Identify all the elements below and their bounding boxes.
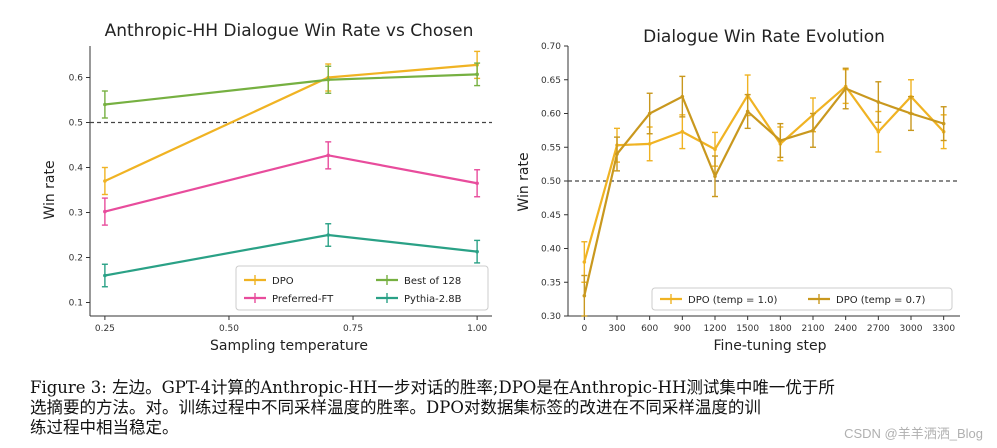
right-data-point — [582, 293, 587, 298]
left-data-point — [103, 179, 107, 183]
legend-label: Pythia-2.8B — [404, 294, 462, 305]
right-data-point — [615, 152, 619, 156]
right-chart-title: Dialogue Win Rate Evolution — [643, 27, 885, 47]
left-data-point — [103, 273, 107, 278]
left-data-point — [326, 233, 331, 237]
caption-line-3: 练过程中相当稳定。 — [30, 418, 179, 437]
right-y-tick-label: 0.30 — [541, 312, 561, 322]
figure: Anthropic-HH Dialogue Win Rate vs Chosen… — [42, 21, 960, 354]
left-y-tick-label: 0.2 — [69, 254, 83, 264]
left-series-line — [104, 73, 478, 106]
left-chart-legend: DPO Best of 128 Preferred-FT Pythia-2.8B — [235, 265, 489, 311]
left-y-tick-label: 0.3 — [69, 209, 83, 219]
right-x-tick-label: 2400 — [834, 324, 857, 334]
right-x-tick-label: 3300 — [932, 324, 955, 334]
right-data-point — [909, 111, 913, 116]
left-data-point — [475, 72, 479, 77]
right-data-point — [647, 111, 652, 116]
right-data-point — [778, 138, 783, 143]
right-x-tick-label: 1800 — [769, 324, 792, 334]
right-x-tick-label: 600 — [641, 324, 658, 334]
right-x-tick-label: 900 — [674, 324, 691, 334]
left-data-point — [103, 209, 107, 214]
right-x-tick-label: 1200 — [704, 324, 727, 334]
right-data-point — [941, 121, 946, 126]
right-chart-legend: DPO (temp = 1.0) DPO (temp = 0.7) — [651, 287, 953, 311]
right-chart: Dialogue Win Rate Evolution Win rate Fin… — [516, 27, 960, 354]
left-y-tick-label: 0.6 — [69, 74, 84, 84]
right-y-tick-label: 0.40 — [541, 245, 561, 255]
right-y-tick-label: 0.35 — [541, 278, 561, 288]
legend-label: Preferred-FT — [272, 294, 334, 305]
right-data-point — [745, 109, 750, 114]
left-series-line — [104, 154, 478, 213]
watermark: CSDN @羊羊洒洒_Blog — [844, 426, 983, 441]
right-series-line — [583, 84, 945, 263]
right-data-point — [843, 86, 848, 91]
right-x-tick-label: 0 — [581, 324, 587, 334]
right-data-point — [680, 94, 685, 99]
legend-box — [235, 265, 489, 311]
right-series-line — [583, 87, 944, 296]
right-data-point — [680, 129, 685, 134]
left-data-point — [326, 153, 331, 158]
left-chart: Anthropic-HH Dialogue Win Rate vs Chosen… — [42, 21, 492, 354]
left-y-tick-label: 0.1 — [69, 299, 83, 309]
right-x-tick-label: 1500 — [736, 324, 759, 334]
left-x-tick-label: 1.00 — [467, 324, 487, 334]
figure-caption: Figure 3: 左边。GPT-4计算的Anthropic-HH一步对话的胜率… — [30, 378, 990, 438]
legend-label: Best of 128 — [404, 276, 461, 287]
right-data-point — [876, 100, 881, 104]
legend-label: DPO (temp = 0.7) — [836, 295, 925, 306]
left-x-tick-label: 0.75 — [343, 324, 363, 334]
left-data-point — [326, 77, 331, 82]
left-chart-xlabel: Sampling temperature — [210, 338, 368, 354]
left-y-tick-label: 0.4 — [69, 164, 84, 174]
right-data-point — [876, 129, 881, 134]
left-data-point — [475, 181, 479, 186]
right-data-point — [582, 260, 587, 264]
legend-label: DPO (temp = 1.0) — [688, 295, 777, 306]
right-y-tick-label: 0.45 — [541, 211, 561, 221]
left-chart-ylabel: Win rate — [42, 160, 58, 219]
right-x-tick-label: 2700 — [867, 324, 890, 334]
caption-line-2: 选摘要的方法。对。训练过程中不同采样温度的胜率。DPO对数据集标签的改进在不同采… — [30, 398, 761, 417]
left-data-point — [103, 102, 107, 107]
right-x-tick-label: 300 — [608, 324, 625, 334]
right-y-tick-label: 0.55 — [541, 143, 561, 153]
right-data-point — [713, 147, 717, 152]
right-x-tick-label: 3000 — [900, 324, 923, 334]
left-data-point — [475, 249, 479, 254]
right-data-point — [647, 142, 652, 146]
caption-line-1: Figure 3: 左边。GPT-4计算的Anthropic-HH一步对话的胜率… — [30, 378, 835, 397]
left-x-tick-label: 0.25 — [95, 324, 115, 334]
right-x-tick-label: 2100 — [802, 324, 825, 334]
right-data-point — [713, 174, 717, 179]
left-x-tick-label: 0.50 — [219, 324, 239, 334]
left-y-tick-label: 0.5 — [69, 119, 83, 129]
right-y-tick-label: 0.70 — [541, 42, 561, 52]
left-chart-title: Anthropic-HH Dialogue Win Rate vs Chosen — [105, 21, 474, 41]
legend-label: DPO — [272, 276, 294, 287]
right-chart-ylabel: Win rate — [516, 152, 532, 211]
right-chart-xlabel: Fine-tuning step — [713, 338, 826, 354]
right-data-point — [811, 128, 815, 133]
right-y-tick-label: 0.60 — [541, 110, 561, 120]
right-y-tick-label: 0.50 — [541, 177, 561, 187]
right-y-tick-label: 0.65 — [541, 76, 561, 86]
legend-box — [651, 287, 953, 311]
